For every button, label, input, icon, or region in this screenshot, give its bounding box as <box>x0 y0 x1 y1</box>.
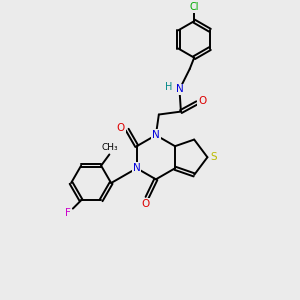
Text: Cl: Cl <box>189 2 199 12</box>
Text: CH₃: CH₃ <box>102 142 118 152</box>
Text: O: O <box>117 123 125 133</box>
Text: O: O <box>198 96 207 106</box>
Text: H: H <box>165 82 172 92</box>
Text: N: N <box>133 163 141 173</box>
Text: O: O <box>142 199 150 209</box>
Text: F: F <box>64 208 70 218</box>
Text: N: N <box>152 130 160 140</box>
Text: S: S <box>211 152 217 162</box>
Text: N: N <box>176 85 183 94</box>
